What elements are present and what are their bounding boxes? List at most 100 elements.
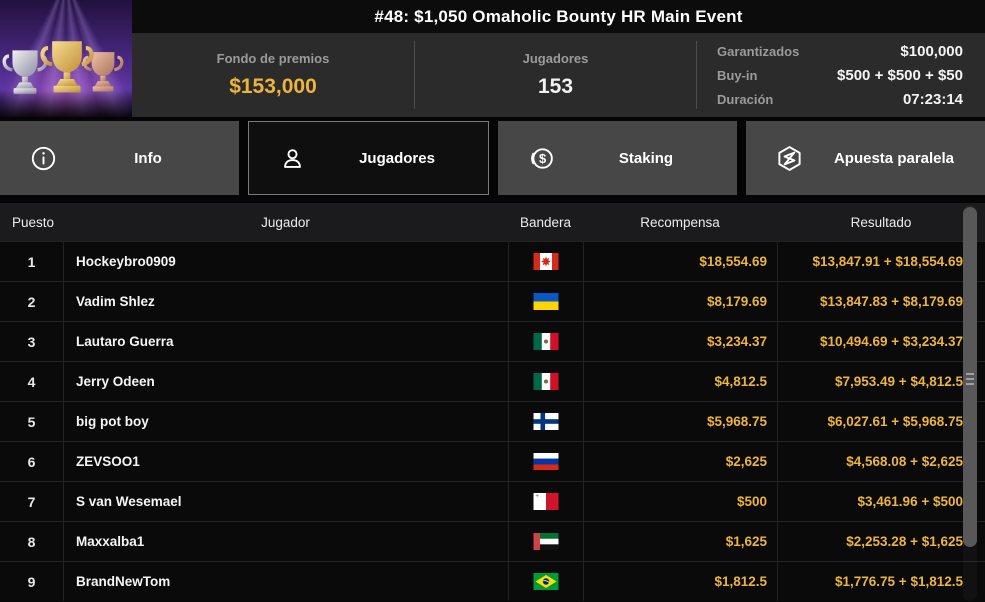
column-header-jugador: Jugador: [261, 214, 310, 230]
table-row[interactable]: 1 Hockeybro0909 $18,554.69 $13,847.91 + $18…: [0, 241, 985, 281]
scrollbar-thumb[interactable]: [963, 207, 977, 547]
table-row[interactable]: 5 big pot boy $5,968.75 $6,027.61 + $5,968.…: [0, 401, 985, 441]
rank-cell: 6: [27, 453, 36, 470]
title-bar: #48: $1,050 Omaholic Bounty HR Main Even…: [132, 0, 985, 33]
top-section: #48: $1,050 Omaholic Bounty HR Main Even…: [0, 0, 985, 117]
ukraine-flag: [533, 293, 559, 310]
bounty-cell: $8,179.69: [583, 282, 777, 321]
result-cell: $13,847.83 + $8,179.69: [777, 282, 985, 321]
rank-cell: 4: [27, 373, 36, 390]
player-name-cell: S van Wesemael: [63, 482, 508, 521]
result-cell: $3,461.96 + $500: [777, 482, 985, 521]
players-label: Jugadores: [522, 51, 589, 66]
column-header-resultado: Resultado: [850, 214, 912, 230]
rank-cell: 9: [27, 573, 36, 590]
bounty-cell: $2,625: [583, 442, 777, 481]
column-header-puesto: Puesto: [12, 214, 55, 230]
prize-pool-label: Fondo de premios: [216, 51, 330, 66]
uae-flag: [533, 533, 559, 550]
column-header-recompensa: Recompensa: [640, 214, 720, 230]
prize-pool-stat: Fondo de premios $153,000: [132, 33, 414, 117]
flag-cell: [508, 322, 583, 361]
rank-cell: 5: [27, 413, 36, 430]
table-row[interactable]: 9 BrandNewTom $1,812.5 $1,776.75 + $1,812.5: [0, 561, 985, 601]
info-icon: [30, 145, 57, 172]
flag-cell: [508, 402, 583, 441]
duration-label: Duración: [717, 91, 774, 107]
result-cell: $1,776.75 + $1,812.5: [777, 562, 985, 601]
player-name-cell: Lautaro Guerra: [63, 322, 508, 361]
bounty-cell: $500: [583, 482, 777, 521]
player-name-cell: BrandNewTom: [63, 562, 508, 601]
duration-row: Duración 07:23:14: [717, 91, 963, 108]
result-cell: $13,847.91 + $18,554.69: [777, 242, 985, 281]
tab-apuesta-paralela-label: Apuesta paralela: [833, 149, 955, 167]
bounty-cell: $1,625: [583, 522, 777, 561]
stats-divider: [414, 41, 415, 109]
player-name-cell: big pot boy: [63, 402, 508, 441]
result-cell: $7,953.49 + $4,812.5: [777, 362, 985, 401]
players-stat: Jugadores 153: [415, 33, 696, 117]
guaranteed-label: Garantizados: [717, 43, 800, 59]
tab-jugadores-label: Jugadores: [359, 149, 435, 167]
rank-cell: 7: [27, 493, 36, 510]
bounty-cell: $4,812.5: [583, 362, 777, 401]
flag-cell: [508, 242, 583, 281]
result-cell: $10,494.69 + $3,234.37: [777, 322, 985, 361]
flag-cell: [508, 282, 583, 321]
mexico-flag: [533, 333, 559, 350]
player-name-cell: Maxxalba1: [63, 522, 508, 561]
staking-icon: $: [528, 145, 555, 172]
result-cell: $2,253.28 + $1,625: [777, 522, 985, 561]
results-table: Puesto Jugador Bandera Recompensa Result…: [0, 203, 985, 601]
players-icon: [279, 145, 306, 172]
tab-staking[interactable]: $ Staking: [498, 121, 737, 195]
tab-apuesta-paralela[interactable]: Apuesta paralela: [746, 121, 985, 195]
page-title: #48: $1,050 Omaholic Bounty HR Main Even…: [374, 6, 743, 26]
side-bet-icon: [776, 145, 803, 172]
tab-info[interactable]: Info: [0, 121, 239, 195]
flag-cell: [508, 482, 583, 521]
tab-info-label: Info: [134, 149, 162, 167]
canada-flag: [533, 253, 559, 270]
table-row[interactable]: 2 Vadim Shlez $8,179.69 $13,847.83 + $8,179…: [0, 281, 985, 321]
rank-cell: 1: [27, 253, 36, 270]
table-header: Puesto Jugador Bandera Recompensa Result…: [0, 203, 985, 241]
brazil-flag: [533, 573, 559, 590]
guaranteed-row: Garantizados $100,000: [717, 43, 963, 60]
mexico-flag: [533, 373, 559, 390]
tab-jugadores[interactable]: Jugadores: [248, 121, 489, 195]
trophy-image: [0, 0, 132, 117]
table-row[interactable]: 8 Maxxalba1 $1,625 $2,253.28 + $1,625: [0, 521, 985, 561]
buyin-value: $500 + $500 + $50: [837, 66, 963, 84]
column-header-bandera: Bandera: [519, 214, 572, 230]
players-value: 153: [537, 75, 574, 98]
bounty-cell: $5,968.75: [583, 402, 777, 441]
prize-pool-value: $153,000: [229, 75, 317, 98]
table-row[interactable]: 3 Lautaro Guerra $3,234.37 $10,494.69 + $3,…: [0, 321, 985, 361]
result-cell: $6,027.61 + $5,968.75: [777, 402, 985, 441]
table-scrollbar[interactable]: [963, 205, 977, 601]
buyin-row: Buy-in $500 + $500 + $50: [717, 67, 963, 84]
rank-cell: 8: [27, 533, 36, 550]
player-name-cell: Hockeybro0909: [63, 242, 508, 281]
stats-divider: [696, 41, 697, 109]
tab-staking-label: Staking: [618, 149, 674, 167]
player-name-cell: Jerry Odeen: [63, 362, 508, 401]
duration-value: 07:23:14: [902, 90, 963, 108]
malta-flag: [533, 493, 559, 510]
table-row[interactable]: 6 ZEVSOO1 $2,625 $4,568.08 + $2,625: [0, 441, 985, 481]
russia-flag: [533, 453, 559, 470]
tournament-details: Garantizados $100,000 Buy-in $500 + $500…: [697, 33, 985, 117]
table-row[interactable]: 4 Jerry Odeen $4,812.5 $7,953.49 + $4,812.5: [0, 361, 985, 401]
guaranteed-value: $100,000: [900, 42, 963, 60]
bounty-cell: $18,554.69: [583, 242, 777, 281]
flag-cell: [508, 522, 583, 561]
table-row[interactable]: 7 S van Wesemael $500 $3,461.96 + $500: [0, 481, 985, 521]
tab-bar: Info Jugadores $ Staking Apuesta paralel…: [0, 121, 985, 195]
finland-flag: [533, 413, 559, 430]
flag-cell: [508, 442, 583, 481]
result-cell: $4,568.08 + $2,625: [777, 442, 985, 481]
rank-cell: 2: [27, 293, 36, 310]
